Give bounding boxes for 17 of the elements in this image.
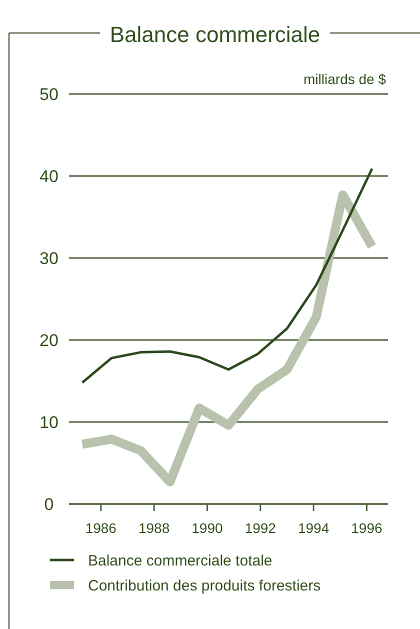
x-tick-label: 1992 [244, 520, 276, 536]
x-tick-label: 1986 [85, 520, 117, 536]
legend-label: Contribution des produits forestiers [88, 577, 321, 594]
x-tick-label: 1996 [351, 520, 383, 536]
y-tick-label: 0 [44, 494, 54, 514]
y-tick-label: 30 [40, 248, 58, 268]
y-tick-label: 10 [40, 412, 58, 432]
y-axis-title: milliards de $ [304, 71, 386, 87]
x-tick-label: 1988 [138, 520, 170, 536]
x-tick-label: 1994 [298, 520, 330, 536]
y-tick-label: 20 [40, 330, 58, 350]
legend-label: Balance commerciale totale [88, 552, 272, 570]
line-series [81, 167, 374, 384]
x-tick-label: 1990 [192, 520, 224, 536]
y-tick-label: 50 [40, 84, 58, 104]
y-tick-label: 40 [40, 166, 58, 186]
chart-title: Balance commerciale [110, 22, 320, 47]
